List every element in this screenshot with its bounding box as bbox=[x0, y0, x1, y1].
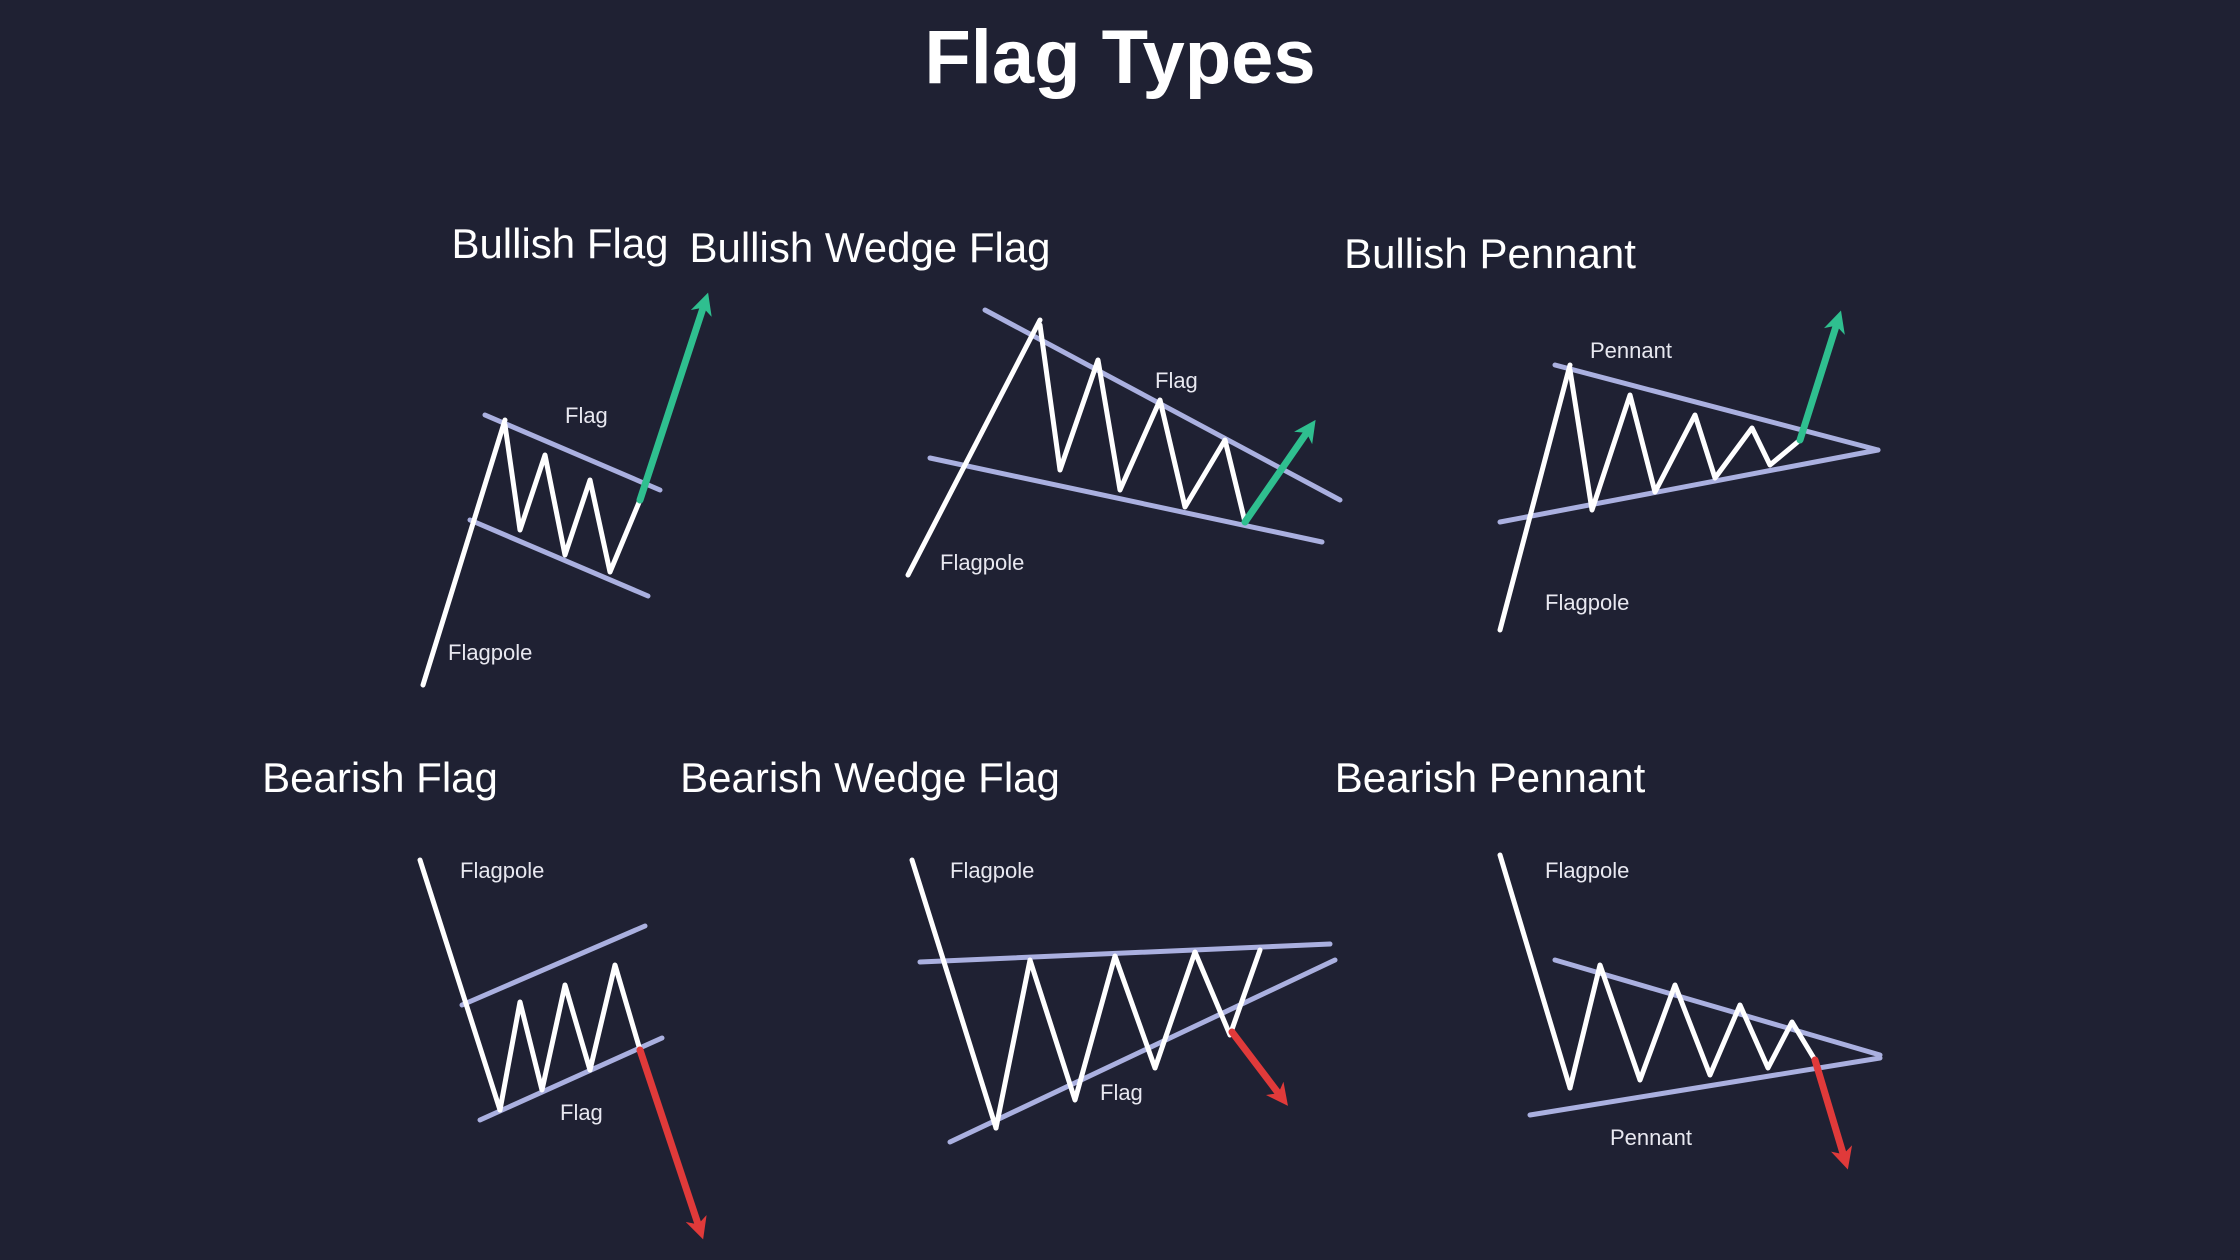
flagpole-line bbox=[1500, 855, 1570, 1088]
breakout-arrow bbox=[640, 1050, 700, 1230]
flagpole-line bbox=[420, 860, 500, 1110]
bearish-flag bbox=[420, 860, 700, 1230]
price-zigzag bbox=[505, 425, 640, 572]
channel-bottom-line bbox=[950, 960, 1335, 1142]
breakout-arrow bbox=[1815, 1060, 1845, 1160]
bearish-pennant-label-flagpole: Flagpole bbox=[1545, 858, 1629, 884]
bearish-wedge-flag-label-flag: Flag bbox=[1100, 1080, 1143, 1106]
bullish-pennant-title: Bullish Pennant bbox=[1290, 230, 1690, 278]
bullish-wedge-flag-label-flagpole: Flagpole bbox=[940, 550, 1024, 576]
channel-top-line bbox=[1555, 365, 1878, 450]
bullish-pennant bbox=[1500, 320, 1878, 630]
channel-top-line bbox=[920, 944, 1330, 962]
bearish-wedge-flag-label-flagpole: Flagpole bbox=[950, 858, 1034, 884]
bullish-flag-label-flag: Flag bbox=[565, 403, 608, 429]
diagram-stage: Flag TypesBullish FlagFlagFlagpoleBullis… bbox=[0, 0, 2240, 1260]
bearish-pennant-title: Bearish Pennant bbox=[1290, 754, 1690, 802]
main-title: Flag Types bbox=[0, 14, 2240, 101]
diagram-svg bbox=[0, 0, 2240, 1260]
breakout-arrow bbox=[1232, 1032, 1282, 1098]
bearish-wedge-flag-title: Bearish Wedge Flag bbox=[620, 754, 1120, 802]
flagpole-line bbox=[912, 860, 996, 1128]
bullish-wedge-flag-title: Bullish Wedge Flag bbox=[620, 224, 1120, 272]
bullish-flag bbox=[423, 302, 705, 685]
bearish-flag-label-flagpole: Flagpole bbox=[460, 858, 544, 884]
bullish-wedge-flag-label-flag: Flag bbox=[1155, 368, 1198, 394]
breakout-arrow bbox=[640, 302, 705, 500]
bearish-pennant-label-pennant: Pennant bbox=[1610, 1125, 1692, 1151]
flagpole-line bbox=[908, 320, 1040, 575]
breakout-arrow bbox=[1245, 428, 1310, 522]
bullish-flag-label-flagpole: Flagpole bbox=[448, 640, 532, 666]
bearish-flag-title: Bearish Flag bbox=[180, 754, 580, 802]
price-zigzag bbox=[500, 965, 640, 1110]
bearish-pennant bbox=[1500, 855, 1880, 1160]
bullish-wedge-flag bbox=[908, 310, 1340, 575]
bullish-pennant-label-flagpole: Flagpole bbox=[1545, 590, 1629, 616]
bearish-flag-label-flag: Flag bbox=[560, 1100, 603, 1126]
bullish-pennant-label-pennant: Pennant bbox=[1590, 338, 1672, 364]
channel-bottom-line bbox=[1500, 450, 1878, 522]
breakout-arrow bbox=[1800, 320, 1838, 440]
